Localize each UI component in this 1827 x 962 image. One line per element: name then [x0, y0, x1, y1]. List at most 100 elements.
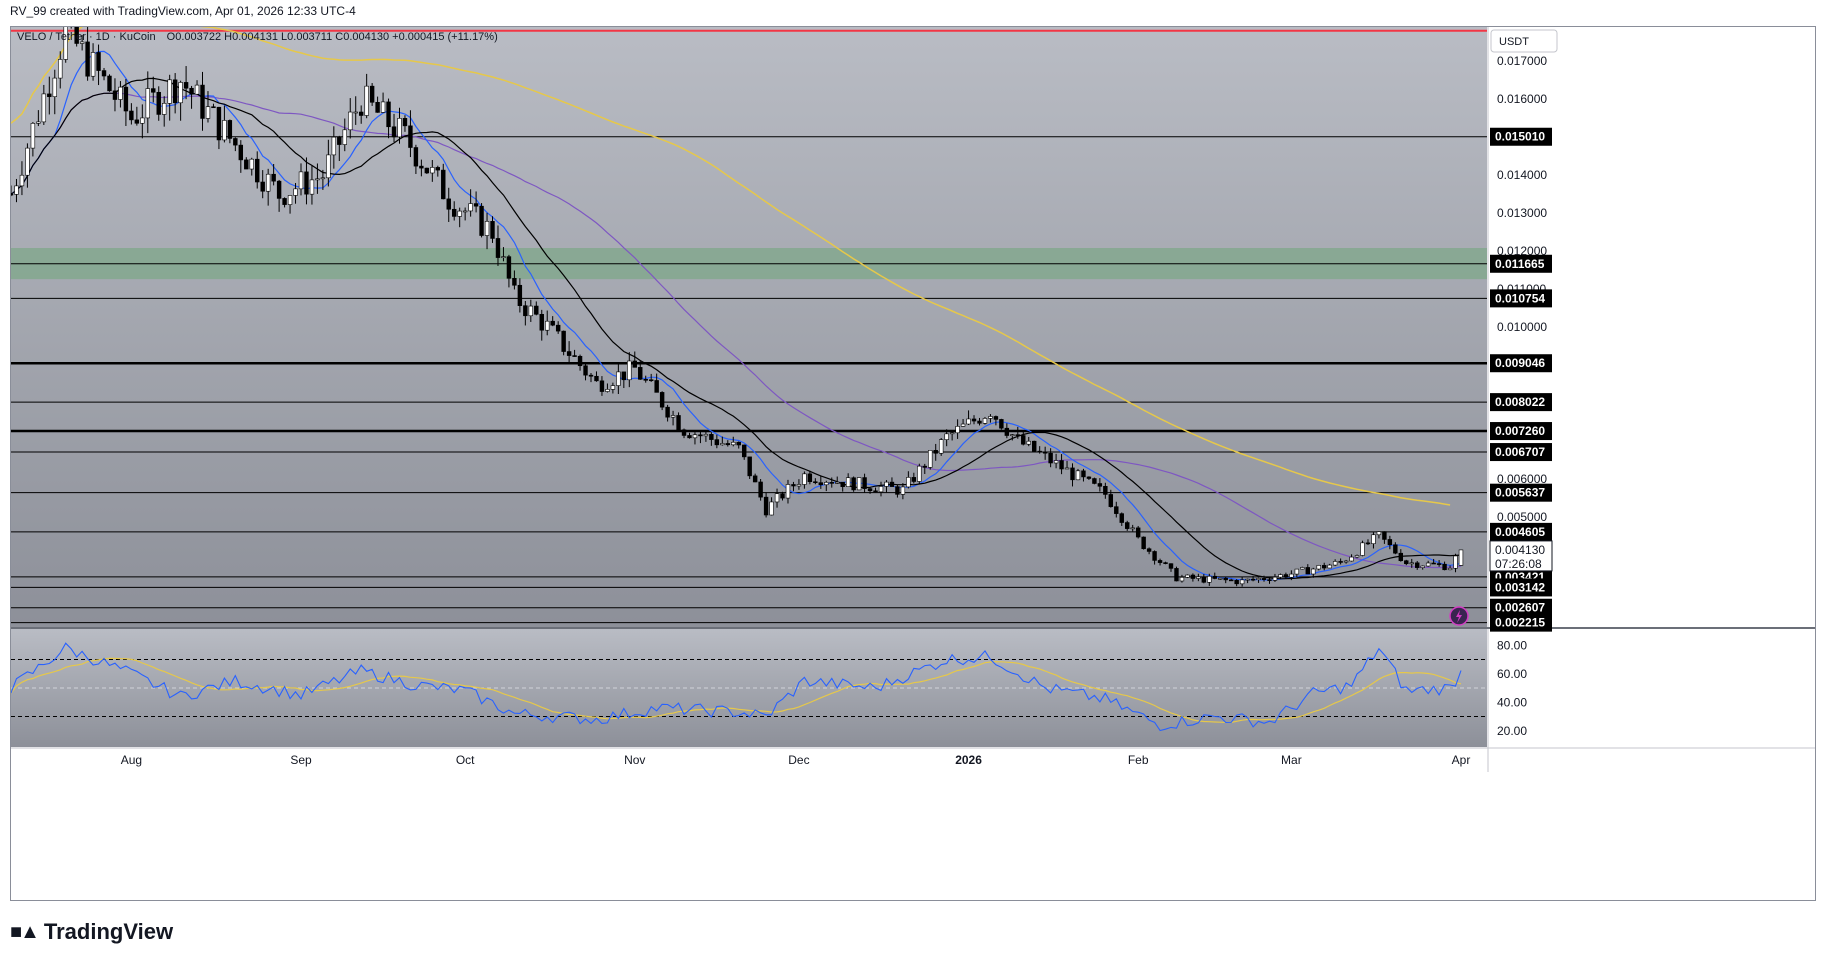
- candle-body: [118, 86, 123, 100]
- candle-body: [1174, 568, 1179, 582]
- candle-body: [1387, 539, 1393, 546]
- level-tag-10: 0.003142: [1490, 578, 1552, 597]
- candle-body: [922, 465, 927, 468]
- candle-body: [780, 493, 785, 499]
- candle-body: [101, 70, 107, 77]
- candle-body: [282, 198, 287, 205]
- candle-body: [1343, 560, 1349, 563]
- level-tag-5: 0.007260: [1490, 422, 1552, 441]
- candle-body: [517, 284, 523, 306]
- candle-body: [1212, 575, 1217, 579]
- candle-body: [451, 208, 457, 217]
- candle-body: [523, 305, 528, 317]
- candle-body: [1196, 576, 1201, 579]
- candle-body: [484, 221, 490, 236]
- candle-body: [145, 88, 151, 119]
- candle-body: [1311, 568, 1316, 575]
- candle-body: [1097, 483, 1103, 487]
- svg-text:VELO / Tether · 1D · KuCoin: VELO / Tether · 1D · KuCoin O0.003722 H0…: [17, 31, 498, 43]
- candle-body: [255, 158, 260, 183]
- candle-body: [851, 477, 856, 491]
- candle-body: [1398, 552, 1404, 562]
- candle-body: [134, 119, 140, 124]
- candle-body: [813, 481, 818, 484]
- candle-body: [25, 147, 30, 176]
- price-tick-7: 0.006000: [1497, 472, 1547, 486]
- price-tick-4: 0.012000: [1497, 244, 1547, 258]
- rsi-axis-labels: 80.00 60.00 40.00 20.00: [1497, 638, 1527, 738]
- candle-body: [1404, 560, 1409, 565]
- candle-body: [358, 111, 364, 116]
- svg-text:0.009046: 0.009046: [1495, 356, 1545, 370]
- candle-body: [659, 392, 665, 408]
- candle-body: [172, 79, 178, 104]
- candle-body: [928, 450, 933, 468]
- candle-body: [468, 203, 473, 212]
- candle-body: [1415, 562, 1420, 568]
- chart-frame[interactable]: VELO / Tether · 1D · KuCoin O0.003722 H0…: [10, 26, 1816, 901]
- alert-badge-icon[interactable]: [1449, 606, 1469, 626]
- candle-body: [1185, 574, 1190, 578]
- candle-body: [1278, 574, 1283, 578]
- candle-body: [386, 101, 391, 128]
- level-tag-1: 0.011665: [1490, 254, 1552, 273]
- candle-body: [1261, 578, 1267, 580]
- candle-body: [1250, 578, 1256, 581]
- candle-body: [1179, 577, 1185, 582]
- candle-body: [495, 238, 501, 258]
- candle-body: [1256, 578, 1261, 581]
- candle-body: [1354, 555, 1360, 558]
- candle-body: [1168, 563, 1174, 569]
- candle-body: [441, 169, 446, 200]
- candle-body: [1245, 578, 1250, 581]
- candle-body: [895, 486, 900, 495]
- candle-body: [643, 379, 648, 381]
- candle-body: [1026, 440, 1031, 445]
- currency-button[interactable]: USDT: [1490, 29, 1558, 53]
- ma-long-line: [11, 27, 1451, 506]
- candle-body: [14, 185, 19, 195]
- level-tag-6: 0.006707: [1490, 443, 1552, 462]
- rsi-tick-0: 80.00: [1497, 638, 1527, 652]
- candle-body: [906, 477, 911, 488]
- candle-body: [648, 379, 654, 382]
- candle-body: [1321, 565, 1327, 569]
- candle-body: [107, 75, 112, 92]
- candle-body: [205, 106, 211, 119]
- candle-body: [74, 27, 79, 44]
- candle-body: [364, 85, 369, 116]
- candle-body: [763, 496, 769, 516]
- candle-body: [555, 324, 561, 332]
- candle-body: [1031, 440, 1037, 452]
- candle-body: [1294, 568, 1300, 575]
- last-price-tag: 0.004130 07:26:08: [1489, 540, 1553, 572]
- candle-body: [703, 434, 709, 437]
- horizontal-levels: [11, 136, 1487, 624]
- candle-body: [156, 91, 161, 115]
- candle-body: [249, 158, 254, 170]
- candle-body: [966, 418, 971, 425]
- candlestick-chart[interactable]: VELO / Tether · 1D · KuCoin O0.003722 H0…: [11, 27, 1816, 901]
- candle-body: [1239, 579, 1245, 585]
- candle-body: [670, 415, 676, 418]
- candle-body: [720, 443, 725, 446]
- candle-body: [1190, 574, 1196, 579]
- tradingview-logo[interactable]: ■▲ TradingView: [10, 919, 173, 945]
- svg-text:0.008022: 0.008022: [1495, 395, 1545, 409]
- candle-body: [1289, 573, 1294, 578]
- candle-body: [309, 179, 315, 195]
- candle-body: [862, 477, 867, 489]
- candle-body: [1349, 556, 1354, 562]
- candle-body: [413, 147, 419, 167]
- candle-body: [1431, 562, 1436, 565]
- candle-body: [391, 126, 397, 138]
- candle-body: [1234, 579, 1239, 585]
- svg-text:0.004605: 0.004605: [1495, 525, 1545, 539]
- candle-body: [528, 305, 534, 317]
- candle-body: [758, 481, 763, 498]
- candle-body: [829, 482, 834, 484]
- candle-body: [30, 123, 36, 149]
- time-tick-4: Dec: [788, 753, 809, 767]
- candle-body: [462, 210, 468, 213]
- candle-body: [1228, 579, 1234, 582]
